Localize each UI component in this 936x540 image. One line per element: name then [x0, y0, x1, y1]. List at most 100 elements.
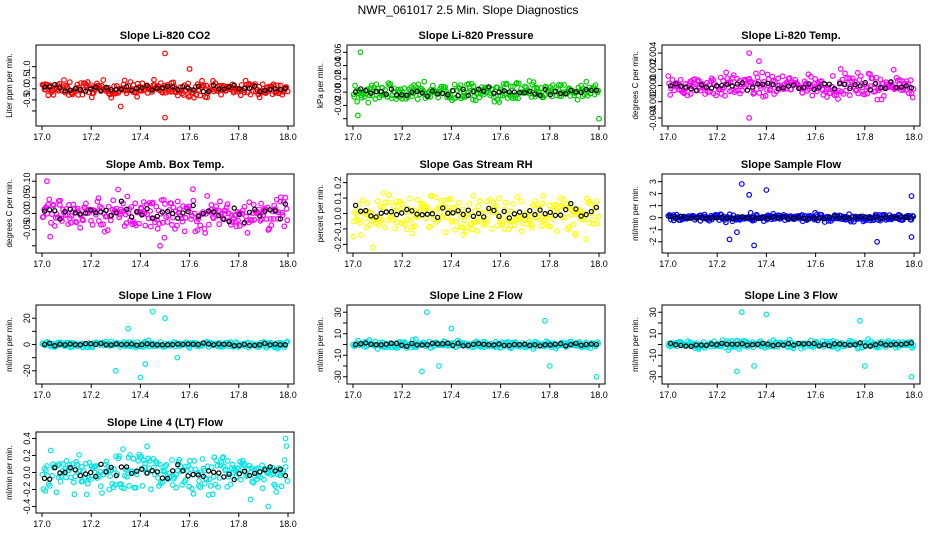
reference-point [857, 213, 863, 220]
x-tick-label: 17.2 [393, 132, 411, 142]
data-point [846, 75, 853, 82]
reference-point [801, 84, 807, 91]
reference-point [837, 341, 843, 347]
reference-point [755, 81, 761, 87]
data-point [812, 75, 818, 82]
data-point [493, 202, 499, 209]
reference-point [563, 343, 569, 349]
y-axis-label: degrees C per min. [631, 51, 640, 119]
data-point [355, 201, 362, 208]
reference-point [486, 84, 492, 90]
data-point [530, 79, 537, 86]
reference-point [765, 341, 771, 347]
y-axis-label: ml/min per min. [631, 186, 640, 241]
data-point [382, 199, 389, 206]
data-point [546, 202, 553, 209]
data-point [60, 461, 66, 467]
reference-point [470, 88, 477, 95]
reference-point [383, 209, 389, 215]
reference-point [262, 340, 268, 347]
data-point [227, 481, 234, 488]
reference-point [578, 342, 584, 348]
reference-point [847, 85, 853, 92]
panel: Slope Line 4 (LT) Flow 17.0 17.2 17.4 17.6 17… [5, 417, 297, 529]
reference-point [496, 213, 502, 220]
reference-point [185, 208, 191, 215]
reference-point [893, 341, 899, 347]
reference-point [399, 342, 405, 348]
data-point [188, 485, 195, 492]
reference-point [583, 86, 589, 93]
x-tick-label: 17.4 [758, 259, 776, 269]
reference-point [831, 85, 838, 92]
x-tick-label: 18.0 [279, 132, 297, 142]
data-point [843, 87, 849, 94]
reference-point [790, 82, 797, 88]
x-tick-label: 17.8 [541, 390, 559, 400]
reference-point [744, 87, 751, 93]
reference-point [409, 208, 415, 214]
reference-point [852, 342, 858, 348]
data-point-outlier [423, 309, 430, 316]
plot-frame [661, 173, 921, 254]
reference-point [77, 86, 84, 93]
reference-point [144, 341, 150, 347]
data-point [407, 217, 414, 224]
reference-point [744, 342, 751, 348]
data-point [510, 201, 516, 207]
reference-point [862, 214, 869, 220]
data-point [909, 94, 916, 101]
data-point [353, 210, 359, 217]
reference-point [169, 84, 176, 90]
data-point [116, 214, 123, 221]
y-tick-label: 0.05 [22, 189, 32, 207]
data-point [421, 78, 428, 85]
reference-point [241, 468, 248, 474]
data-point [250, 479, 257, 486]
reference-point [103, 84, 109, 91]
data-point [216, 221, 223, 228]
data-point [215, 207, 222, 214]
reference-point [878, 84, 884, 91]
x-tick-label: 17.2 [708, 132, 726, 142]
reference-point [236, 211, 242, 218]
reference-point [169, 210, 176, 217]
data-point [284, 217, 291, 224]
data-point [57, 197, 63, 204]
reference-point [257, 469, 263, 475]
data-point [209, 491, 216, 498]
reference-point [542, 342, 548, 348]
y-tick-label: -0.5 [22, 92, 32, 108]
y-tick-label: 30 [648, 307, 658, 317]
data-point [241, 203, 248, 210]
reference-point [200, 340, 207, 346]
y-tick-label: 0.5 [22, 71, 32, 84]
data-point [386, 192, 393, 199]
data-point [560, 196, 567, 203]
reference-point [363, 207, 369, 214]
data-point [179, 218, 186, 225]
data-point [464, 224, 471, 231]
reference-point [154, 85, 160, 91]
data-point [164, 219, 171, 225]
x-tick-label: 17.4 [758, 132, 776, 142]
data-point [271, 83, 277, 89]
reference-point [383, 341, 389, 347]
data-point [588, 201, 594, 208]
reference-point [154, 342, 160, 348]
reference-point [765, 215, 771, 222]
data-point [376, 222, 382, 229]
data-point-outlier [448, 325, 455, 332]
reference-point [532, 91, 538, 97]
reference-point [568, 341, 574, 348]
reference-point [688, 85, 694, 92]
data-point [842, 70, 848, 77]
data-point [134, 93, 141, 100]
data-point [156, 220, 163, 227]
data-point-outlier [44, 178, 50, 185]
reference-point [842, 341, 848, 348]
data-point [462, 229, 469, 235]
reference-point [164, 208, 171, 215]
reference-point [724, 341, 730, 347]
reference-point [578, 213, 584, 219]
